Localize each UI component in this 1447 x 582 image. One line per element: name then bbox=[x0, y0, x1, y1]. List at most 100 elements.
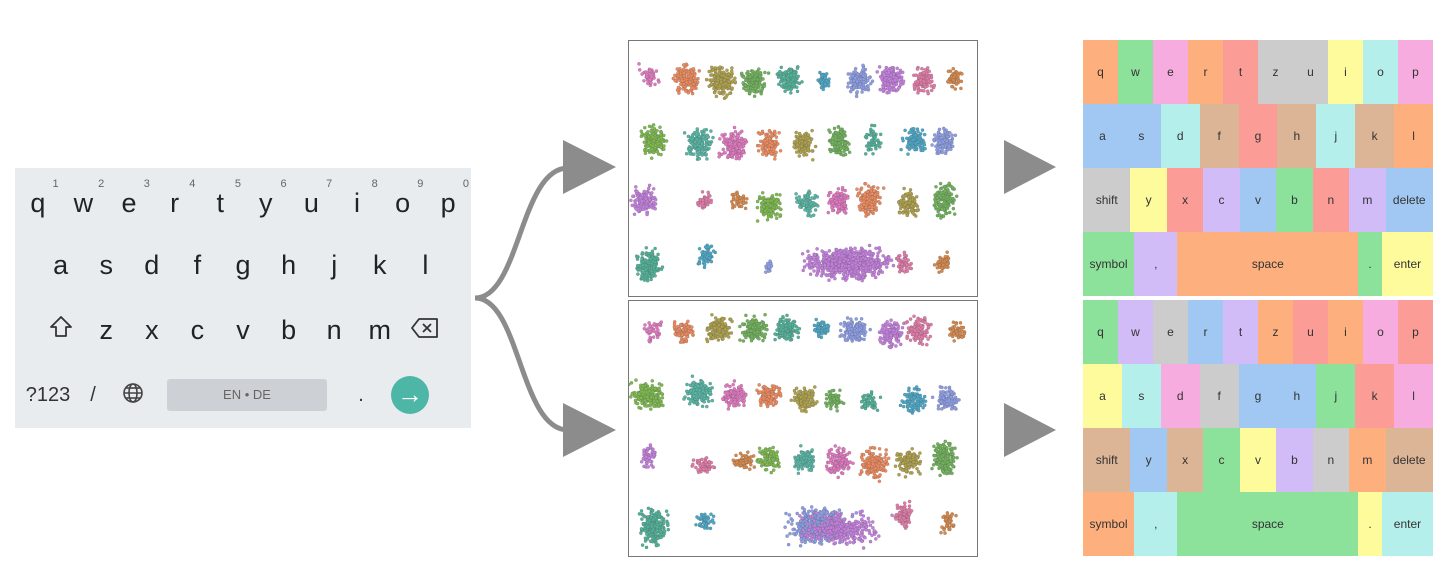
scatter-point bbox=[707, 326, 711, 331]
backspace-icon[interactable] bbox=[403, 315, 449, 346]
scatter-point bbox=[831, 136, 835, 140]
scatter-point bbox=[653, 270, 657, 274]
scatter-point bbox=[694, 133, 699, 137]
scatter-point bbox=[743, 83, 748, 88]
key-label: p bbox=[440, 188, 456, 218]
scatter-point bbox=[878, 132, 883, 137]
scatter-point bbox=[767, 128, 772, 133]
scatter-point bbox=[956, 73, 960, 78]
scatter-point bbox=[653, 82, 657, 87]
scatter-point bbox=[922, 143, 927, 147]
scatter-point bbox=[733, 80, 737, 84]
arrow-right-icon[interactable]: → bbox=[391, 376, 429, 414]
scatter-point bbox=[893, 78, 897, 83]
key-s[interactable]: s bbox=[99, 250, 113, 280]
scatter-point bbox=[879, 262, 884, 266]
scatter-point bbox=[944, 211, 948, 216]
key-c[interactable]: c bbox=[190, 315, 205, 345]
scatter-point bbox=[891, 263, 896, 268]
scatter-point bbox=[880, 76, 884, 81]
scatter-point bbox=[804, 201, 809, 205]
key-x[interactable]: x bbox=[145, 315, 159, 345]
scatter-point bbox=[847, 261, 852, 265]
scatter-point bbox=[748, 75, 753, 79]
scatter-point bbox=[876, 263, 880, 267]
scatter-point bbox=[799, 150, 803, 155]
scatter-point bbox=[842, 324, 846, 328]
scatter-point bbox=[716, 338, 721, 342]
scatter-point bbox=[920, 128, 925, 132]
scatter-point bbox=[737, 149, 742, 153]
scatter-point bbox=[824, 72, 829, 76]
key-v[interactable]: v bbox=[236, 315, 250, 345]
key-h[interactable]: h bbox=[281, 250, 297, 280]
space-key[interactable]: EN • DE bbox=[167, 379, 327, 411]
scatter-point bbox=[761, 152, 765, 156]
key-k[interactable]: k bbox=[373, 250, 387, 280]
scatter-point bbox=[953, 133, 958, 138]
scatter-point bbox=[760, 143, 765, 148]
key-g[interactable]: g bbox=[235, 250, 251, 280]
scatter-point bbox=[910, 208, 914, 212]
scatter-point bbox=[896, 264, 901, 269]
scatter-point bbox=[911, 138, 915, 142]
scatter-point bbox=[898, 68, 902, 72]
scatter-point bbox=[770, 133, 774, 138]
key-n[interactable]: n bbox=[326, 315, 342, 345]
slash-key[interactable]: / bbox=[90, 383, 96, 406]
scatter-point bbox=[877, 65, 882, 69]
scatter-point bbox=[657, 80, 661, 84]
key-m[interactable]: m bbox=[368, 315, 392, 345]
scatter-point bbox=[847, 142, 851, 146]
scatter-point bbox=[836, 125, 840, 129]
scatter-point bbox=[908, 141, 913, 145]
scatter-point bbox=[830, 262, 834, 266]
scatter-point bbox=[789, 87, 793, 92]
scatter-point bbox=[938, 187, 943, 191]
scatter-point bbox=[649, 129, 653, 134]
key-f[interactable]: f bbox=[193, 250, 202, 280]
arrowhead-top bbox=[563, 140, 616, 194]
scatter-point bbox=[836, 187, 841, 191]
scatter-point bbox=[677, 333, 681, 338]
scatter-point bbox=[816, 259, 821, 263]
key-a[interactable]: a bbox=[53, 250, 69, 280]
scatter-point bbox=[645, 212, 649, 217]
scatter-point bbox=[723, 327, 728, 331]
scatter-point bbox=[941, 133, 946, 138]
scatter-point bbox=[872, 270, 877, 274]
key-z[interactable]: z bbox=[99, 315, 113, 345]
scatter-point bbox=[849, 79, 853, 83]
globe-icon[interactable] bbox=[113, 380, 153, 411]
scatter-point bbox=[673, 332, 678, 336]
key-l[interactable]: l bbox=[422, 250, 429, 280]
scatter-point bbox=[636, 203, 641, 208]
key-d[interactable]: d bbox=[144, 250, 160, 280]
key-j[interactable]: j bbox=[331, 250, 338, 280]
scatter-point bbox=[648, 202, 652, 206]
scatter-point bbox=[914, 146, 919, 151]
symbol-key[interactable]: ?123 bbox=[25, 383, 71, 406]
scatter-point bbox=[778, 69, 782, 74]
scatter-point bbox=[724, 95, 728, 100]
period-key[interactable]: . bbox=[358, 383, 364, 406]
scatter-point bbox=[830, 142, 834, 147]
scatter-point bbox=[813, 208, 818, 212]
key-b[interactable]: b bbox=[281, 315, 297, 345]
scatter-point bbox=[635, 257, 640, 261]
scatter-point bbox=[911, 202, 915, 206]
scatter-point bbox=[831, 148, 836, 153]
scatter-point bbox=[784, 324, 788, 328]
shift-arrow-icon[interactable] bbox=[38, 314, 84, 347]
scatter-point bbox=[761, 338, 765, 343]
